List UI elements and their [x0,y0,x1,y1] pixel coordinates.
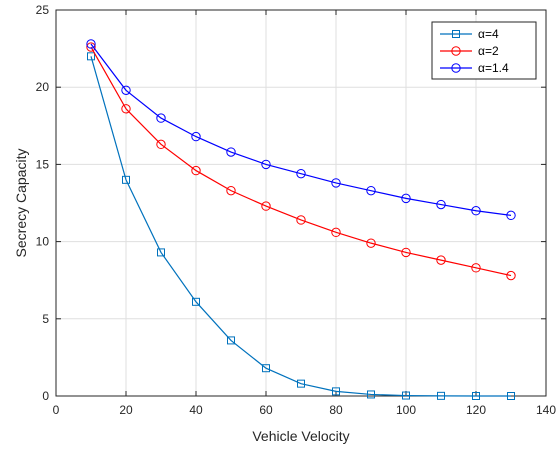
data-point [121,104,131,114]
legend-label: α=4 [478,27,499,41]
legend-label: α=2 [478,44,499,58]
data-point [401,247,411,258]
data-point [297,379,305,388]
data-point [332,387,340,396]
data-point [227,336,235,345]
y-tick-label: 5 [42,312,49,326]
y-tick-label: 0 [42,389,49,403]
data-point [226,147,236,157]
legend-marker [451,46,461,56]
data-point [156,139,166,150]
data-point [261,159,271,170]
y-tick-label: 10 [36,235,50,249]
data-point [506,210,516,221]
axes: 0 20 40 60 80 100 120 140 0 5 10 15 20 25 [36,3,557,417]
y-tick-label: 15 [36,157,50,171]
data-point [191,165,201,176]
x-tick-label: 140 [536,403,556,417]
data-point [471,206,481,216]
data-point [157,248,165,257]
data-point [296,168,306,179]
legend-label: α=1.4 [478,61,509,75]
y-tick-label: 20 [36,80,50,94]
data-point [262,364,270,373]
data-point [331,178,341,188]
data-point [472,392,480,400]
data-point [86,39,96,49]
data-point [86,42,96,52]
data-point [436,255,446,265]
legend-item: α=2 [440,44,499,58]
legend: α=4 α=2 α=1.4 [431,21,537,80]
data-point [191,131,201,142]
legend-marker [451,63,461,73]
data-point [122,175,130,184]
data-point [401,193,411,204]
y-tick-label: 25 [36,3,50,17]
series-line [90,43,512,216]
series-3 [86,39,516,221]
data-point [366,238,376,248]
x-tick-label: 120 [466,403,486,417]
data-point [331,227,341,238]
data-point [507,392,515,400]
data-point [506,270,516,281]
series-layer [86,39,516,400]
series-line [90,56,511,397]
series-2 [86,42,516,281]
data-point [226,185,236,196]
y-axis-label: Secrecy Capacity [13,149,29,258]
data-point [471,263,481,273]
data-point [261,201,271,211]
x-tick-label: 60 [259,403,273,417]
x-tick-label: 40 [189,403,203,417]
data-point [366,185,376,196]
x-tick-label: 20 [119,403,133,417]
data-point [437,391,445,400]
data-point [367,390,375,399]
x-tick-label: 80 [329,403,343,417]
legend-item: α=4 [440,27,499,41]
x-axis-label: Vehicle Velocity [252,428,349,444]
data-point [121,85,131,95]
axes-box [55,9,547,397]
data-point [87,52,95,61]
legend-marker [452,30,460,38]
data-point [402,391,410,400]
x-tick-label: 100 [396,403,416,417]
data-point [192,297,200,306]
series-line [90,46,512,277]
data-point [156,113,166,123]
x-tick-label: 0 [53,403,60,417]
data-point [296,215,306,225]
legend-item: α=1.4 [440,61,509,75]
series-1 [87,52,515,400]
data-point [436,199,446,210]
